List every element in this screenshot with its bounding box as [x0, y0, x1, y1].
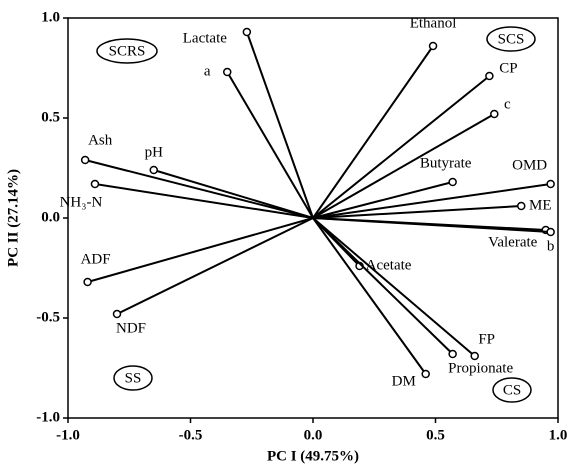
point-label: b [547, 238, 555, 254]
point-label: a [204, 63, 211, 79]
loading-vector [84, 159, 314, 219]
point-label: Ash [88, 132, 113, 148]
annotation: CS [503, 382, 521, 398]
vector-end [90, 179, 100, 189]
point-label: Acetate [366, 257, 412, 273]
point-label: NH₃-N [60, 194, 103, 210]
y-tick-label: 0.5 [41, 109, 60, 125]
annotation-ellipse [113, 365, 153, 391]
point-label: Lactate [183, 30, 227, 46]
point-label: Butyrate [420, 155, 472, 171]
loading-vector [312, 183, 551, 219]
y-tick-label: 0.0 [41, 209, 60, 225]
annotation-ellipse [96, 38, 158, 64]
y-tick-label: 1.0 [41, 9, 60, 25]
x-tick-label: 0.5 [426, 427, 445, 443]
point-label: ADF [81, 251, 111, 267]
point-label: FP [478, 331, 495, 347]
loading-vector [312, 45, 434, 219]
vector-end [546, 227, 555, 237]
point-label: Valerate [488, 234, 537, 250]
annotation: SCS [498, 31, 525, 47]
vector-end [448, 177, 457, 187]
point-label: c [504, 96, 511, 112]
loading-vector [312, 217, 454, 355]
vector-end [83, 277, 92, 287]
loading-vector [312, 113, 495, 219]
loading-vector [153, 169, 314, 219]
x-tick-label: -1.0 [56, 427, 80, 443]
x-tick-label: -0.5 [179, 427, 203, 443]
vector-end [490, 109, 499, 119]
loading-vector [312, 217, 551, 233]
x-axis-label: PC I (49.75%) [267, 448, 359, 464]
annotation: SS [125, 370, 142, 386]
x-tick-label: 1.0 [549, 427, 568, 443]
annotation-ellipse [492, 377, 532, 403]
annotation-ellipse [486, 26, 536, 52]
annotation-group: SCRS SCS SS CS [96, 26, 536, 403]
loading-vector [94, 183, 314, 219]
loading-vector [312, 205, 522, 219]
vector-end [421, 369, 430, 379]
y-tick-label: -1.0 [36, 409, 60, 425]
point-label: DM [392, 373, 416, 389]
vector-end [546, 179, 555, 189]
point-label: ME [529, 197, 552, 213]
loading-vector [87, 217, 314, 283]
annotation: SCRS [109, 43, 146, 59]
vector-end [80, 155, 90, 165]
vector-end [428, 41, 438, 51]
vector-end [223, 67, 232, 77]
vector-end [149, 165, 158, 175]
loading-vector [226, 71, 314, 219]
point-label: CP [499, 60, 517, 76]
loading-vector [312, 181, 453, 219]
point-label: Ethanol [410, 15, 457, 31]
point-label: NDF [116, 320, 146, 336]
vector-end [470, 351, 479, 361]
y-axis-label: PC II (27.14%) [5, 169, 21, 267]
point-label: Propionate [448, 360, 513, 376]
loading-vector [312, 75, 491, 219]
loading-vector [312, 217, 427, 375]
point-label: pH [145, 144, 164, 160]
vector-end [448, 349, 457, 359]
x-tick-label: 0.0 [304, 427, 323, 443]
loading-vector [312, 217, 476, 357]
vector-end [242, 27, 252, 37]
vector-end [517, 201, 526, 211]
vector-end [485, 71, 494, 81]
y-tick-label: -0.5 [36, 309, 60, 325]
loading-vector [245, 31, 314, 219]
point-label: OMD [512, 157, 547, 173]
loading-vector [116, 217, 314, 315]
vector-end [112, 309, 122, 319]
